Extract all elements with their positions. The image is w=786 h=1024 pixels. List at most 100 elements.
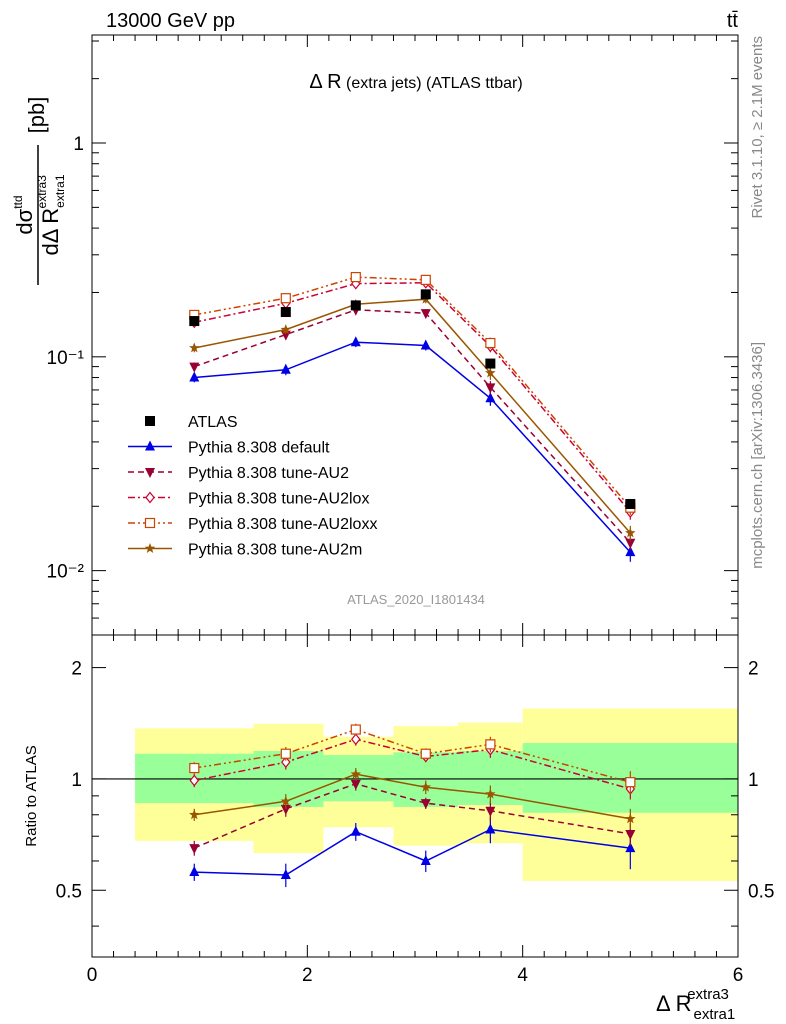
- data-point: [280, 324, 292, 335]
- ratio-data-point: [420, 854, 431, 865]
- ratio-data-point: [625, 829, 636, 840]
- ratio-ylabel: Ratio to ATLAS: [23, 745, 40, 846]
- process-label: tt̄: [727, 10, 739, 32]
- data-point: [420, 274, 431, 285]
- ratio-ytick-label: 2: [71, 659, 82, 680]
- series-pythia-8-308-default: [189, 336, 636, 562]
- data-point: [625, 538, 636, 549]
- data-point: [189, 371, 200, 382]
- data-point: [280, 363, 291, 374]
- ratio-xtick-label: 2: [302, 965, 313, 986]
- xlabel-sup: extra3: [687, 986, 729, 1003]
- legend-marker: [145, 440, 155, 451]
- main-axes: 10⁻² 10⁻¹ 1: [47, 35, 739, 636]
- data-point: [420, 339, 431, 350]
- data-point: [485, 392, 496, 403]
- ratio-data-point: [485, 739, 496, 750]
- ratio-series-line: [194, 738, 631, 790]
- ratio-xtick-label: 4: [517, 965, 528, 986]
- ratio-data-point: [350, 724, 361, 735]
- legend-marker: [145, 468, 155, 478]
- data-point: [350, 336, 361, 347]
- legend-label: Pythia 8.308 tune-AU2: [188, 465, 349, 482]
- ylabel-unit: [pb]: [24, 97, 49, 134]
- series-line: [194, 309, 631, 544]
- ratio-data-point: [625, 777, 636, 788]
- legend-marker: [144, 517, 156, 529]
- mcplots-label: mcplots.cern.ch [arXiv:1306.3436]: [749, 342, 766, 569]
- ratio-series-pythia-8-308-tune-au2: [189, 777, 636, 856]
- series-line: [194, 298, 631, 534]
- ratio-data-point: [625, 813, 636, 824]
- data-point: [189, 342, 200, 353]
- ratio-data-point: [350, 768, 362, 779]
- data-point: [485, 337, 496, 349]
- ratio-series-line: [194, 783, 631, 849]
- ratio-data-point: [485, 806, 496, 817]
- data-point: [625, 546, 636, 557]
- ratio-data-point: [280, 748, 291, 759]
- data-point: [625, 527, 636, 538]
- ylabel-sup: ttd: [11, 195, 25, 208]
- ratio-data-point: [485, 823, 496, 834]
- data-point: [280, 293, 291, 304]
- atlas-data-point: [189, 316, 200, 327]
- legend-label: Pythia 8.308 default: [188, 440, 330, 457]
- ratio-data-point: [280, 795, 292, 806]
- legend-label: Pythia 8.308 tune-AU2m: [188, 542, 362, 559]
- data-point: [420, 309, 431, 320]
- ratio-series-layer: [189, 723, 636, 888]
- ratio-series-line: [194, 773, 631, 820]
- title-rest: (extra jets) (ATLAS ttbar): [342, 75, 523, 92]
- ratio-series-line: [194, 728, 631, 783]
- ratio-xtick-label: 6: [733, 965, 744, 986]
- rivet-label: Rivet 3.1.10, ≥ 2.1M events: [749, 36, 766, 219]
- main-ytick-label: 1: [73, 134, 84, 155]
- ratio-data-point: [189, 762, 200, 774]
- ylabel-sub: extra1: [53, 174, 67, 208]
- main-ytick-label: 10⁻¹: [47, 348, 85, 369]
- main-ylabel: dσttd dΔ Rextra1extra3 [pb]: [11, 97, 67, 285]
- ratio-data-point: [350, 779, 361, 790]
- series-atlas-data: [189, 289, 636, 509]
- ratio-data-point: [189, 774, 200, 787]
- legend-marker: [145, 491, 155, 504]
- ratio-xtick-label: 0: [87, 965, 98, 986]
- atlas-data-point: [420, 289, 431, 300]
- data-point: [485, 383, 496, 394]
- ratio-data-point: [189, 866, 200, 877]
- series-line: [194, 282, 631, 513]
- ratio-data-point: [189, 844, 200, 855]
- ratio-data-point: [281, 756, 291, 769]
- ratio-data-point: [350, 825, 361, 836]
- series-line: [194, 276, 631, 509]
- ratio-series-line: [194, 828, 631, 876]
- ratio-ytick-label-right: 0.5: [748, 881, 774, 902]
- plot-title: Δ R (extra jets) (ATLAS ttbar): [309, 71, 522, 93]
- ratio-data-point: [420, 781, 431, 792]
- ratio-ytick-label: 1: [71, 770, 82, 791]
- main-series-layer: [189, 271, 636, 562]
- title-delta-r: Δ R: [309, 71, 341, 93]
- atlas-data-point: [625, 498, 636, 509]
- ratio-ytick-label-right: 2: [748, 659, 759, 680]
- analysis-id: ATLAS_2020_I1801434: [347, 592, 485, 607]
- ylabel-sup2: extra3: [35, 175, 49, 209]
- legend-marker: [144, 543, 156, 553]
- energy-label: 13000 GeV pp: [106, 10, 235, 32]
- ylabel-denominator: dΔ Rextra1extra3: [35, 174, 67, 255]
- atlas-data-point: [485, 358, 496, 369]
- ratio-data-point: [420, 799, 431, 810]
- data-point: [189, 362, 200, 373]
- ratio-data-point: [420, 748, 431, 759]
- ratio-ytick-label: 0.5: [56, 881, 82, 902]
- data-point: [485, 367, 496, 378]
- legend-label: Pythia 8.308 tune-AU2lox: [188, 491, 369, 508]
- series-pythia-8-308-tune-au2: [189, 305, 636, 550]
- ratio-data-point: [351, 733, 361, 746]
- ratio-data-point: [280, 804, 291, 815]
- ratio-data-point: [485, 788, 496, 799]
- legend: ATLAS Pythia 8.308 default Pythia 8.308 tu…: [128, 414, 377, 559]
- main-ytick-label: 10⁻²: [47, 562, 85, 583]
